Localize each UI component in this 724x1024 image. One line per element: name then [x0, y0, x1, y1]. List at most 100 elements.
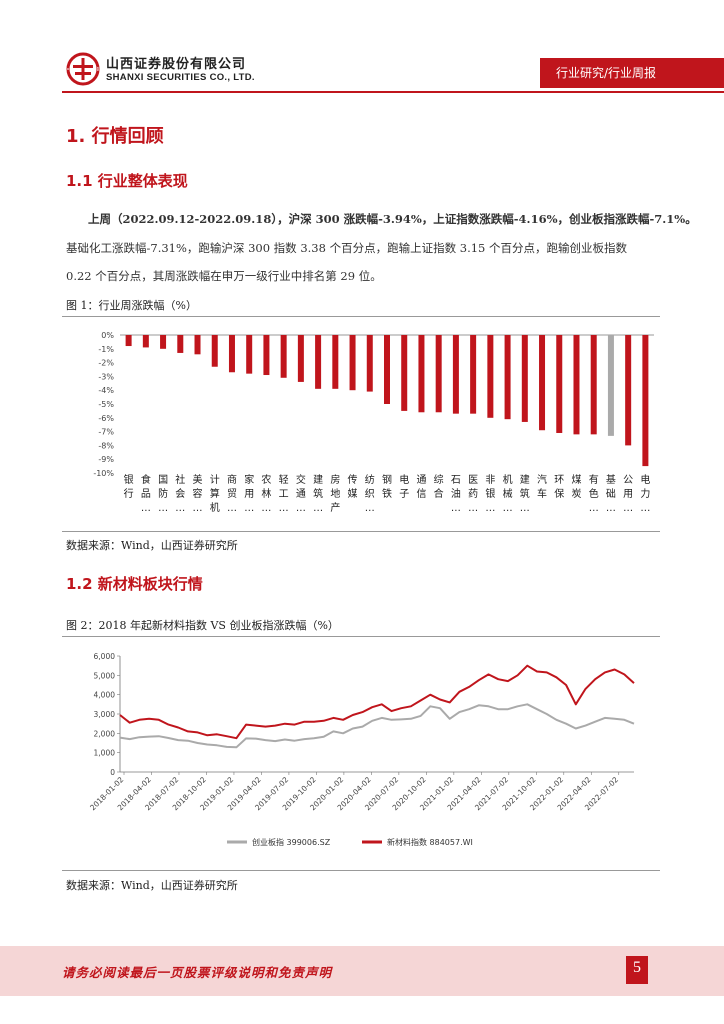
figure1-top-rule	[62, 316, 660, 317]
x-category-label: 房	[330, 473, 340, 486]
x-category-label: 筑	[520, 487, 530, 500]
y-tick-label: -6%	[98, 414, 114, 423]
bar	[194, 335, 201, 355]
bar-chart-x-labels: 银行食品…国防…社会…美容…计算机商贸…家用…农林…轻工…交通…建筑…房地产传媒…	[124, 473, 651, 514]
x-category-label: 械	[503, 487, 513, 500]
bar	[177, 335, 184, 353]
bar	[452, 335, 459, 414]
y-tick-label: 6,000	[94, 652, 116, 661]
x-category-label: …	[227, 503, 237, 514]
x-category-label: 基	[606, 473, 616, 486]
x-category-label: 药	[468, 488, 478, 500]
legend-label: 新材料指数 884057.WI	[387, 837, 473, 847]
x-category-label: 保	[554, 487, 564, 500]
x-category-label: 煤	[571, 473, 581, 486]
x-category-label: 用	[623, 489, 633, 500]
company-logo-icon	[66, 52, 100, 86]
bar	[125, 335, 132, 347]
x-category-label: 林	[261, 487, 271, 500]
bar	[228, 335, 235, 373]
bar	[332, 335, 339, 389]
x-category-label: 银	[124, 473, 134, 486]
x-category-label: 非	[485, 474, 495, 486]
bar	[573, 335, 580, 435]
bar	[435, 335, 442, 413]
x-category-label: 合	[434, 487, 444, 500]
x-category-label: 力	[640, 487, 650, 500]
bar	[366, 335, 373, 392]
y-tick-label: -2%	[98, 359, 114, 368]
x-category-label: 通	[416, 474, 426, 486]
x-category-label: 美	[193, 473, 203, 486]
x-category-label: 轻	[279, 473, 289, 486]
paragraph-line-2: 基础化工涨跌幅-7.31%，跑输沪深 300 指数 3.38 个百分点，跑输上证…	[66, 241, 628, 255]
y-tick-label: 1,000	[94, 749, 116, 758]
x-category-label: 医	[468, 474, 478, 486]
bar-chart-bars	[125, 335, 649, 467]
x-category-label: 家	[244, 473, 254, 486]
y-tick-label: 3,000	[94, 710, 116, 719]
x-category-label: 社	[175, 473, 185, 486]
x-category-label: …	[261, 503, 271, 514]
x-category-label: 电	[640, 473, 650, 486]
bar	[349, 335, 356, 391]
figure2-bottom-rule	[62, 870, 660, 871]
line-chart-axes: 0 1,000 2,000 3,000 4,000 5,000 6,000	[94, 652, 634, 777]
x-category-label: …	[313, 503, 323, 514]
x-category-label: …	[158, 503, 168, 514]
x-category-label: 综	[434, 473, 444, 486]
x-category-label: 织	[365, 488, 375, 500]
footer-bar	[0, 946, 724, 996]
bar	[211, 335, 218, 367]
x-category-label: 钢	[382, 473, 392, 486]
header-divider	[62, 91, 724, 93]
y-tick-label: -5%	[98, 400, 114, 409]
x-category-label: 建	[520, 473, 530, 486]
x-category-label: 环	[554, 475, 564, 486]
x-category-label: 用	[244, 489, 254, 500]
x-category-label: 农	[261, 473, 271, 486]
x-category-label: …	[606, 503, 616, 514]
x-category-label: …	[485, 503, 495, 514]
header-tag-background	[540, 58, 724, 88]
x-category-label: …	[279, 503, 289, 514]
x-category-label: …	[520, 503, 530, 514]
x-category-label: 会	[175, 487, 185, 500]
section-title: 1. 行情回顾	[66, 126, 164, 147]
figure2-top-rule	[62, 636, 660, 637]
x-category-label: …	[365, 503, 375, 514]
y-tick-label: -10%	[93, 469, 114, 478]
x-category-label: …	[175, 503, 185, 514]
x-category-label: 色	[589, 487, 599, 500]
x-category-label: 防	[158, 487, 168, 500]
bar	[297, 335, 304, 382]
x-category-label: 国	[158, 474, 168, 486]
x-category-label: 通	[296, 488, 306, 500]
x-category-label: …	[468, 503, 478, 514]
figure1-title: 图 1：行业周涨跌幅（%）	[66, 299, 197, 312]
x-category-label: 建	[313, 473, 323, 486]
line-chart-legend: 创业板指 399006.SZ 新材料指数 884057.WI	[227, 837, 473, 847]
series-line-chinext	[119, 703, 635, 749]
paragraph-line-3: 0.22 个百分点，其周涨跌幅在申万一级行业中排名第 29 位。	[66, 269, 382, 283]
x-category-label: …	[640, 503, 650, 514]
y-tick-label: -8%	[98, 441, 114, 450]
new-materials-vs-chinext-line-chart: 0 1,000 2,000 3,000 4,000 5,000 6,000 2018-01-…	[88, 652, 635, 847]
x-category-label: 炭	[571, 488, 581, 500]
x-category-label: 地	[330, 487, 340, 500]
y-tick-label: -7%	[98, 428, 114, 437]
x-category-label: 筑	[313, 487, 323, 500]
subsection-title-1-2: 1.2 新材料板块行情	[66, 575, 203, 593]
bar	[384, 335, 390, 404]
x-category-label: 电	[399, 473, 409, 486]
bar	[470, 335, 477, 414]
x-category-label: 油	[451, 487, 461, 500]
bar-chart-y-axis: 0% -1% -2% -3% -4% -5% -6% -7% -8% -9% -10%	[93, 331, 654, 478]
x-category-label: 交	[296, 473, 306, 486]
bar	[556, 335, 563, 433]
y-tick-label: -4%	[98, 386, 114, 395]
y-tick-label: 0	[110, 768, 115, 777]
x-category-label: …	[296, 503, 306, 514]
line-chart-x-labels: 2018-01-022018-04-022018-07-022018-10-02…	[88, 775, 620, 812]
bar	[263, 335, 270, 376]
